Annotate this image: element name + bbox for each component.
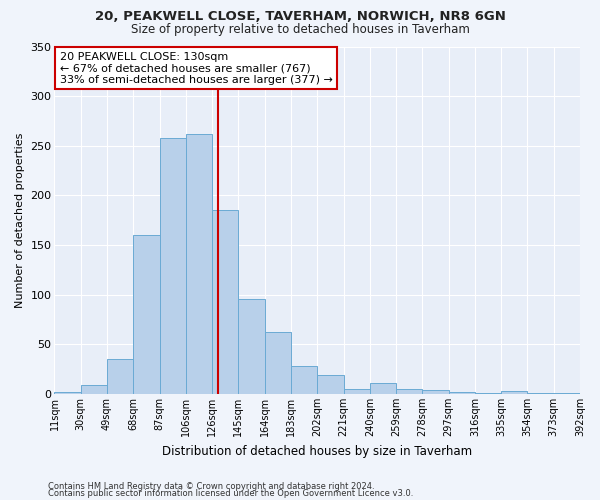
Bar xyxy=(186,134,212,394)
Bar xyxy=(475,393,501,394)
Text: 20, PEAKWELL CLOSE, TAVERHAM, NORWICH, NR8 6GN: 20, PEAKWELL CLOSE, TAVERHAM, NORWICH, N… xyxy=(95,10,505,23)
Bar xyxy=(501,391,527,394)
Text: Contains public sector information licensed under the Open Government Licence v3: Contains public sector information licen… xyxy=(48,489,413,498)
Text: Contains HM Land Registry data © Crown copyright and database right 2024.: Contains HM Land Registry data © Crown c… xyxy=(48,482,374,491)
Bar xyxy=(370,383,396,394)
Bar xyxy=(449,392,475,394)
Bar xyxy=(527,393,554,394)
Bar xyxy=(238,298,265,394)
Bar xyxy=(317,375,344,394)
Bar xyxy=(554,393,580,394)
Text: 20 PEAKWELL CLOSE: 130sqm
← 67% of detached houses are smaller (767)
33% of semi: 20 PEAKWELL CLOSE: 130sqm ← 67% of detac… xyxy=(60,52,332,85)
Bar xyxy=(107,360,133,394)
Bar xyxy=(344,389,370,394)
Bar xyxy=(291,366,317,394)
X-axis label: Distribution of detached houses by size in Taverham: Distribution of detached houses by size … xyxy=(162,444,472,458)
Y-axis label: Number of detached properties: Number of detached properties xyxy=(15,132,25,308)
Bar xyxy=(265,332,291,394)
Text: Size of property relative to detached houses in Taverham: Size of property relative to detached ho… xyxy=(131,22,469,36)
Bar xyxy=(422,390,449,394)
Bar xyxy=(396,389,422,394)
Bar xyxy=(55,392,81,394)
Bar xyxy=(212,210,238,394)
Bar xyxy=(81,385,107,394)
Bar xyxy=(160,138,186,394)
Bar xyxy=(133,235,160,394)
